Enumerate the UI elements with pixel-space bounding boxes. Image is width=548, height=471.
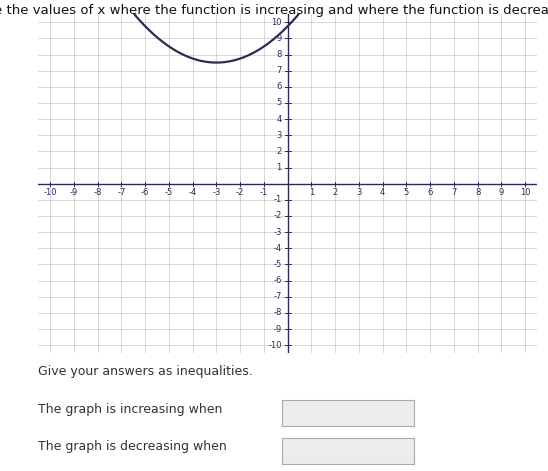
Text: 6: 6: [427, 188, 433, 197]
Text: 7: 7: [276, 66, 282, 75]
Text: 4: 4: [380, 188, 385, 197]
Text: 9: 9: [277, 34, 282, 43]
Text: -9: -9: [70, 188, 78, 197]
Text: -8: -8: [94, 188, 102, 197]
Text: 5: 5: [277, 98, 282, 107]
Text: -6: -6: [273, 276, 282, 285]
Text: -5: -5: [165, 188, 173, 197]
Text: 10: 10: [520, 188, 530, 197]
Text: -5: -5: [273, 260, 282, 269]
Text: 1: 1: [277, 163, 282, 172]
Text: -9: -9: [273, 325, 282, 333]
Text: -1: -1: [260, 188, 268, 197]
Text: 5: 5: [404, 188, 409, 197]
Text: -2: -2: [236, 188, 244, 197]
Text: -4: -4: [189, 188, 197, 197]
Text: 2: 2: [277, 147, 282, 156]
Text: 7: 7: [451, 188, 456, 197]
Text: -7: -7: [273, 292, 282, 301]
Text: 10: 10: [271, 18, 282, 27]
Text: 6: 6: [276, 82, 282, 91]
Text: 9: 9: [499, 188, 504, 197]
Text: 3: 3: [356, 188, 362, 197]
Text: 4: 4: [277, 114, 282, 123]
Text: -2: -2: [273, 211, 282, 220]
Text: 8: 8: [276, 50, 282, 59]
Text: -1: -1: [273, 195, 282, 204]
Text: 8: 8: [475, 188, 481, 197]
Text: 2: 2: [333, 188, 338, 197]
Text: 1: 1: [309, 188, 314, 197]
Text: -8: -8: [273, 309, 282, 317]
Text: State the values of x where the function is increasing and where the function is: State the values of x where the function…: [0, 4, 548, 17]
Text: 3: 3: [276, 131, 282, 140]
Text: Give your answers as inequalities.: Give your answers as inequalities.: [38, 365, 253, 378]
Text: The graph is increasing when: The graph is increasing when: [38, 403, 222, 416]
Text: -10: -10: [269, 341, 282, 349]
Text: -4: -4: [273, 244, 282, 253]
Text: -6: -6: [141, 188, 150, 197]
Text: -10: -10: [43, 188, 57, 197]
Text: The graph is decreasing when: The graph is decreasing when: [38, 440, 227, 454]
Text: -3: -3: [212, 188, 221, 197]
Text: -7: -7: [117, 188, 125, 197]
Text: -3: -3: [273, 227, 282, 236]
